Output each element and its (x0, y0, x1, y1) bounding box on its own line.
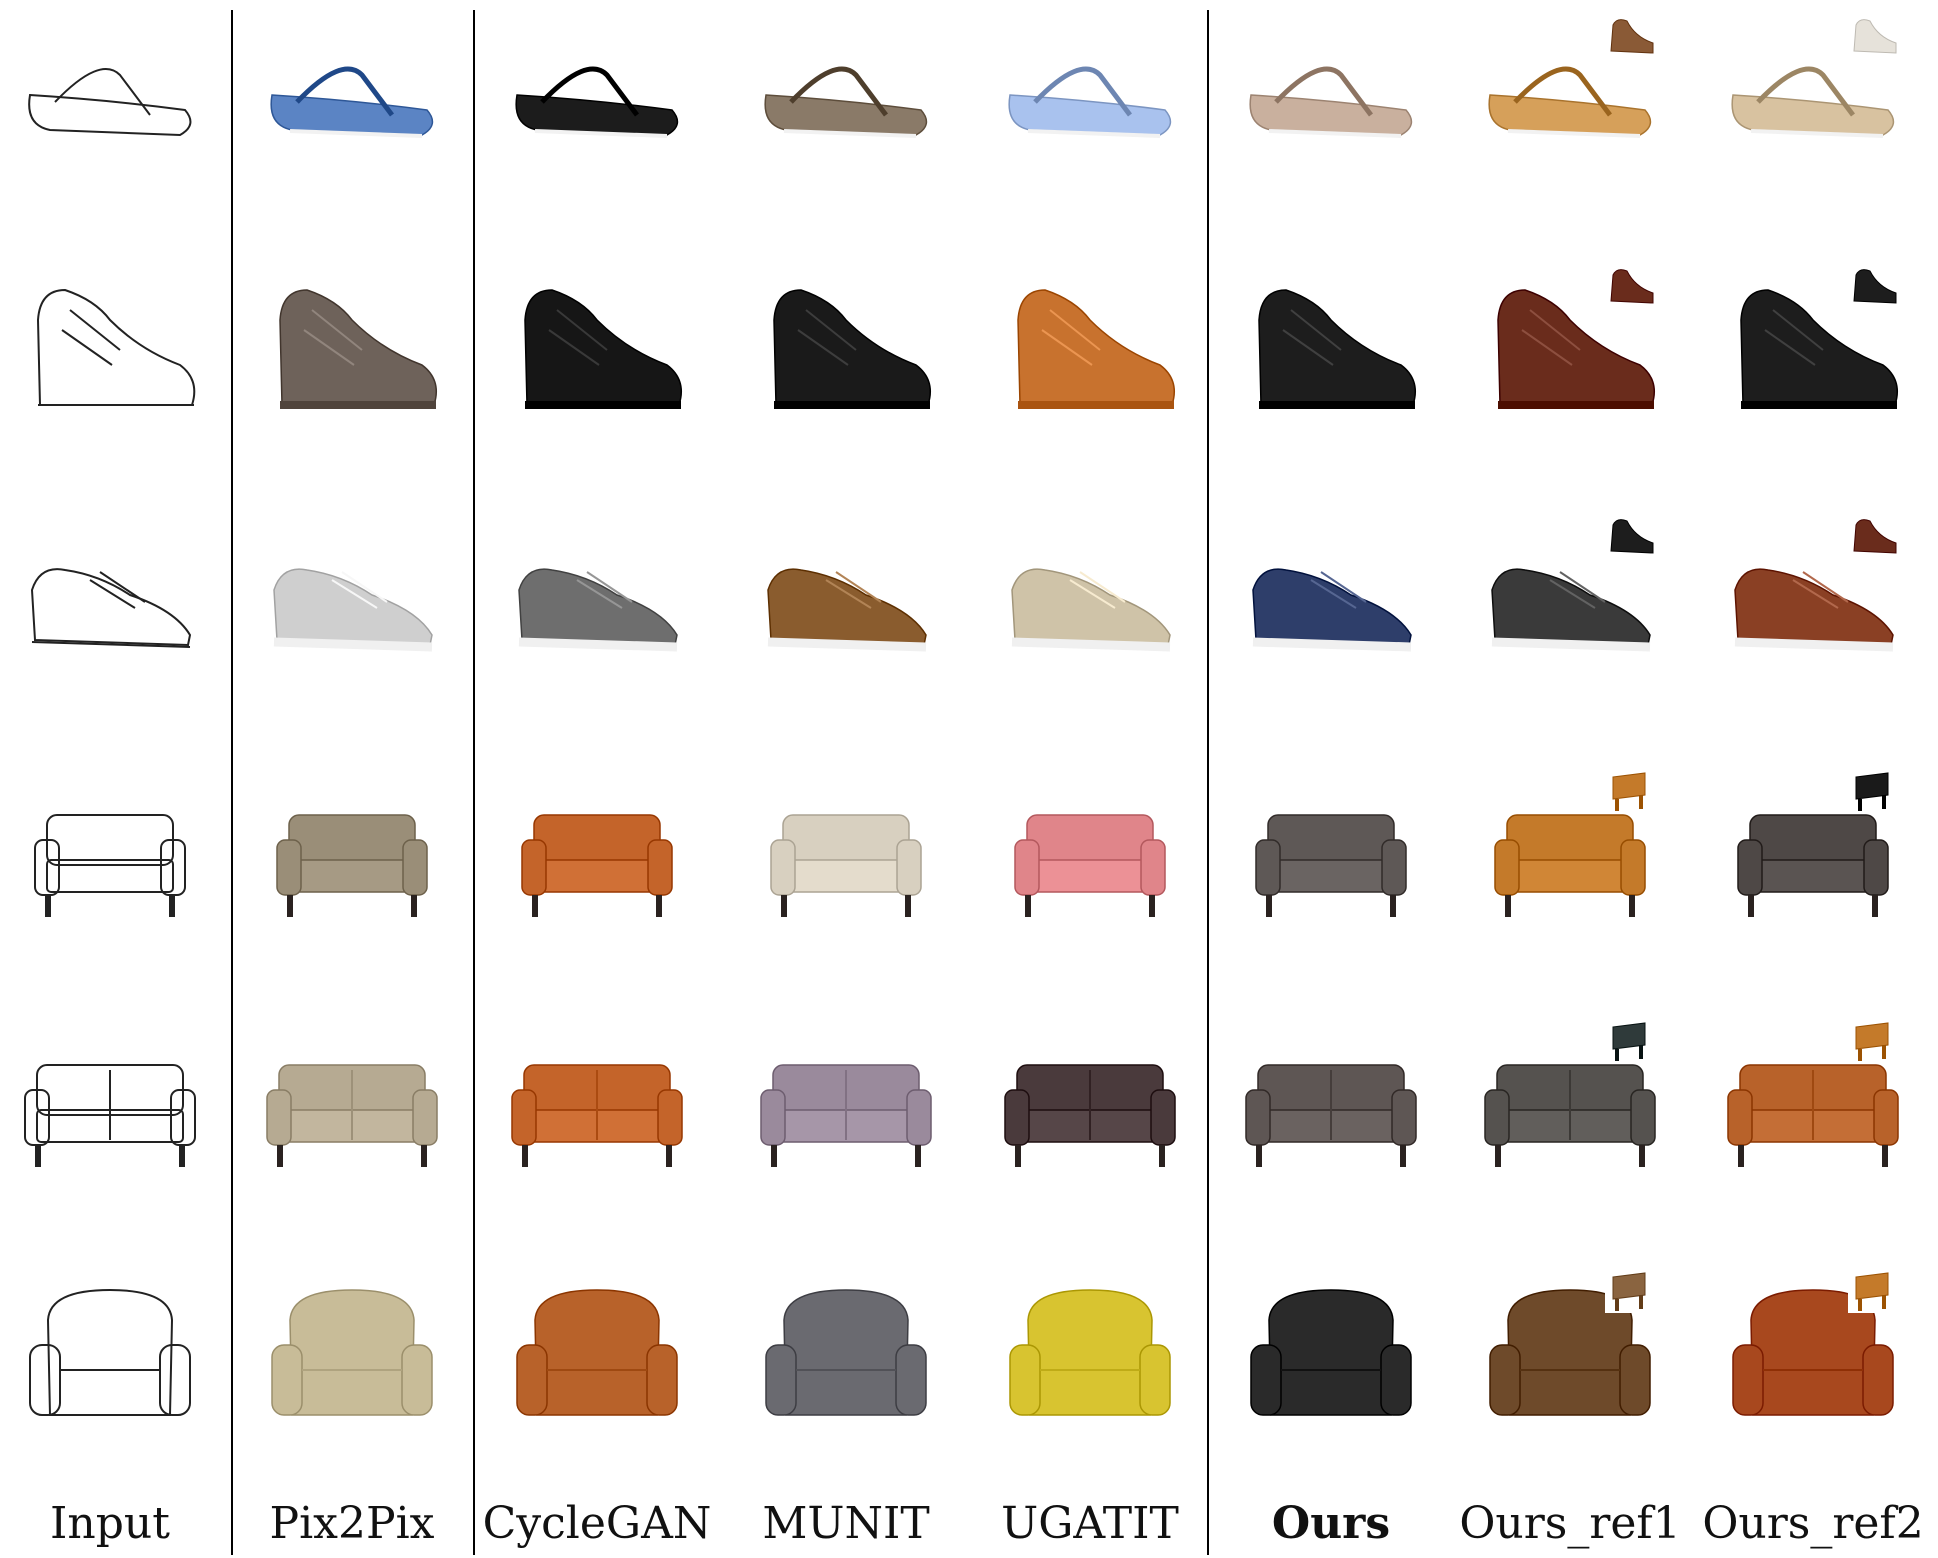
generated-image (746, 507, 946, 713)
generated-image (497, 507, 697, 713)
generated-image (252, 1257, 452, 1463)
generated-image (1470, 257, 1670, 463)
column-label-munit: MUNIT (762, 1498, 929, 1549)
column-label-pix2pix: Pix2Pix (270, 1498, 435, 1549)
generated-image (1470, 507, 1670, 713)
column-label-input: Input (50, 1498, 170, 1549)
column-label-cyclegan: CycleGAN (483, 1498, 712, 1549)
generated-image (252, 757, 452, 963)
generated-image (746, 1007, 946, 1213)
cell-background (10, 257, 210, 463)
generated-image (252, 1007, 452, 1213)
cell-background (10, 7, 210, 213)
generated-image (252, 507, 452, 713)
cell-background (10, 1257, 210, 1463)
generated-image (746, 257, 946, 463)
reference-thumbnail (1848, 765, 1896, 813)
reference-thumbnail (1605, 765, 1653, 813)
generated-image (497, 757, 697, 963)
column-label-ugatit: UGATIT (1001, 1498, 1179, 1549)
column-label-ours-ref2: Ours_ref2 (1702, 1498, 1923, 1549)
generated-image (1231, 7, 1431, 213)
generated-image (497, 7, 697, 213)
reference-thumbnail (1605, 1265, 1653, 1313)
generated-image (990, 7, 1190, 213)
generated-image (990, 257, 1190, 463)
generated-image (746, 1257, 946, 1463)
generated-image (497, 257, 697, 463)
generated-image (1231, 757, 1431, 963)
reference-thumbnail (1853, 519, 1897, 554)
input-sketch (10, 257, 210, 463)
generated-image (990, 1007, 1190, 1213)
generated-image (746, 7, 946, 213)
generated-image (252, 257, 452, 463)
input-sketch (10, 1257, 210, 1463)
generated-image (990, 1257, 1190, 1463)
column-label-ours-ref1: Ours_ref1 (1459, 1498, 1680, 1549)
reference-thumbnail (1605, 1015, 1653, 1063)
reference-thumbnail (1848, 1265, 1896, 1313)
generated-image (497, 1257, 697, 1463)
generated-image (1231, 1257, 1431, 1463)
reference-thumbnail (1848, 1015, 1896, 1063)
generated-image (990, 757, 1190, 963)
input-sketch (10, 757, 210, 963)
image-grid (10, 7, 1913, 1463)
generated-image (990, 507, 1190, 713)
reference-thumbnail (1853, 19, 1897, 54)
reference-thumbnail (1853, 269, 1897, 304)
input-sketch (10, 507, 210, 713)
reference-thumbnail (1610, 519, 1654, 554)
column-label-ours: Ours (1272, 1498, 1390, 1549)
input-sketch (10, 1007, 210, 1213)
cell-background (10, 507, 210, 713)
reference-thumbnail (1610, 19, 1654, 54)
generated-image (746, 757, 946, 963)
generated-image (497, 1007, 697, 1213)
column-dividers (231, 10, 1209, 1555)
generated-image (1713, 1007, 1913, 1213)
column-labels: Input Pix2Pix CycleGAN MUNIT UGATIT Ours… (50, 1498, 1924, 1549)
generated-image (1231, 507, 1431, 713)
generated-image (1231, 1007, 1431, 1213)
input-sketch (10, 7, 210, 213)
generated-image (1231, 257, 1431, 463)
generated-image (252, 7, 452, 213)
reference-thumbnail (1610, 269, 1654, 304)
